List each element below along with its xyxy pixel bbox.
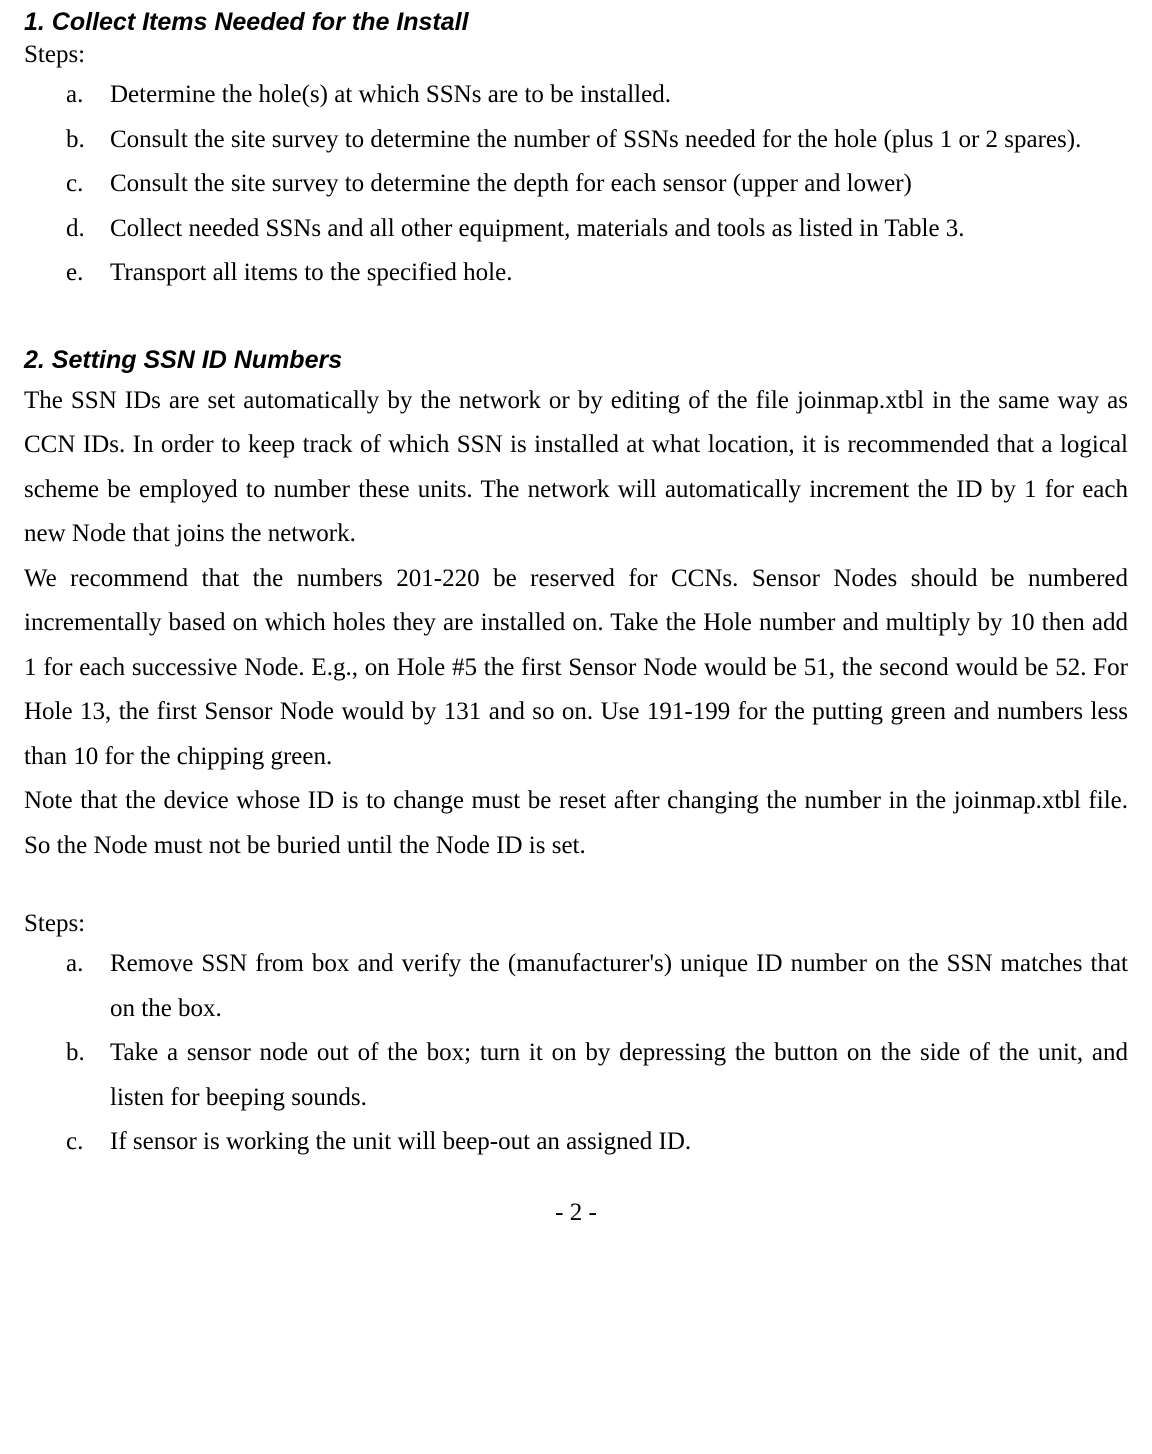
document-page: 1. Collect Items Needed for the Install … bbox=[0, 8, 1152, 1227]
list-marker: a. bbox=[24, 73, 110, 118]
section-2-paragraph-3: Note that the device whose ID is to chan… bbox=[24, 779, 1128, 868]
list-text: Transport all items to the specified hol… bbox=[110, 251, 1128, 296]
section-1-steps-label: Steps: bbox=[24, 41, 1128, 69]
list-marker: b. bbox=[24, 1031, 110, 1120]
page-number: - 2 - bbox=[24, 1199, 1128, 1227]
list-item: a. Remove SSN from box and verify the (m… bbox=[24, 942, 1128, 1031]
list-marker: c. bbox=[24, 1120, 110, 1165]
section-2-paragraph-2: We recommend that the numbers 201-220 be… bbox=[24, 557, 1128, 780]
section-2-heading: 2. Setting SSN ID Numbers bbox=[24, 346, 1128, 375]
list-text: If sensor is working the unit will beep-… bbox=[110, 1120, 1128, 1165]
list-item: d. Collect needed SSNs and all other equ… bbox=[24, 207, 1128, 252]
section-2-list: a. Remove SSN from box and verify the (m… bbox=[24, 942, 1128, 1165]
list-text: Consult the site survey to determine the… bbox=[110, 162, 1128, 207]
list-text: Remove SSN from box and verify the (manu… bbox=[110, 942, 1128, 1031]
list-marker: d. bbox=[24, 207, 110, 252]
list-marker: c. bbox=[24, 162, 110, 207]
list-marker: a. bbox=[24, 942, 110, 1031]
list-marker: b. bbox=[24, 118, 110, 163]
list-text: Determine the hole(s) at which SSNs are … bbox=[110, 73, 1128, 118]
list-text: Consult the site survey to determine the… bbox=[110, 118, 1128, 163]
section-2-steps-label: Steps: bbox=[24, 910, 1128, 938]
section-1-heading: 1. Collect Items Needed for the Install bbox=[24, 8, 1128, 37]
section-1-list: a. Determine the hole(s) at which SSNs a… bbox=[24, 73, 1128, 296]
list-text: Collect needed SSNs and all other equipm… bbox=[110, 207, 1128, 252]
list-item: e. Transport all items to the specified … bbox=[24, 251, 1128, 296]
list-marker: e. bbox=[24, 251, 110, 296]
list-item: b. Consult the site survey to determine … bbox=[24, 118, 1128, 163]
list-item: a. Determine the hole(s) at which SSNs a… bbox=[24, 73, 1128, 118]
list-item: c. If sensor is working the unit will be… bbox=[24, 1120, 1128, 1165]
section-2-paragraph-1: The SSN IDs are set automatically by the… bbox=[24, 379, 1128, 557]
section-spacer bbox=[24, 868, 1128, 910]
list-item: c. Consult the site survey to determine … bbox=[24, 162, 1128, 207]
list-text: Take a sensor node out of the box; turn … bbox=[110, 1031, 1128, 1120]
list-item: b. Take a sensor node out of the box; tu… bbox=[24, 1031, 1128, 1120]
section-spacer bbox=[24, 296, 1128, 338]
